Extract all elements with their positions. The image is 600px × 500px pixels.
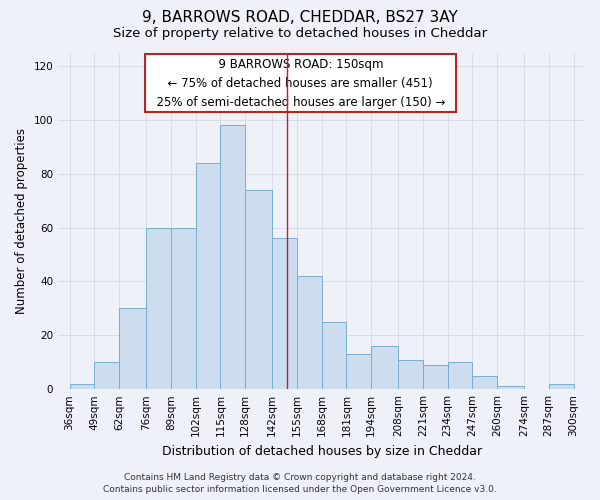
Bar	[220, 125, 245, 389]
X-axis label: Distribution of detached houses by size in Cheddar: Distribution of detached houses by size …	[161, 444, 482, 458]
Bar	[146, 228, 171, 389]
Bar	[297, 276, 322, 389]
Bar	[423, 365, 448, 389]
Bar	[472, 376, 497, 389]
Bar	[371, 346, 398, 389]
Bar	[497, 386, 524, 389]
Bar	[448, 362, 472, 389]
Bar	[322, 322, 346, 389]
Bar	[70, 384, 94, 389]
Text: 9 BARROWS ROAD: 150sqm  
  ← 75% of detached houses are smaller (451)  
  25% of: 9 BARROWS ROAD: 150sqm ← 75% of detached…	[149, 58, 452, 108]
Bar	[171, 228, 196, 389]
Text: 9, BARROWS ROAD, CHEDDAR, BS27 3AY: 9, BARROWS ROAD, CHEDDAR, BS27 3AY	[142, 10, 458, 25]
Bar	[272, 238, 297, 389]
Bar	[346, 354, 371, 389]
Text: Size of property relative to detached houses in Cheddar: Size of property relative to detached ho…	[113, 28, 487, 40]
Bar	[245, 190, 272, 389]
Text: Contains HM Land Registry data © Crown copyright and database right 2024.
Contai: Contains HM Land Registry data © Crown c…	[103, 472, 497, 494]
Bar	[94, 362, 119, 389]
Bar	[398, 360, 423, 389]
Bar	[119, 308, 146, 389]
Y-axis label: Number of detached properties: Number of detached properties	[15, 128, 28, 314]
Bar	[549, 384, 574, 389]
Bar	[196, 163, 220, 389]
